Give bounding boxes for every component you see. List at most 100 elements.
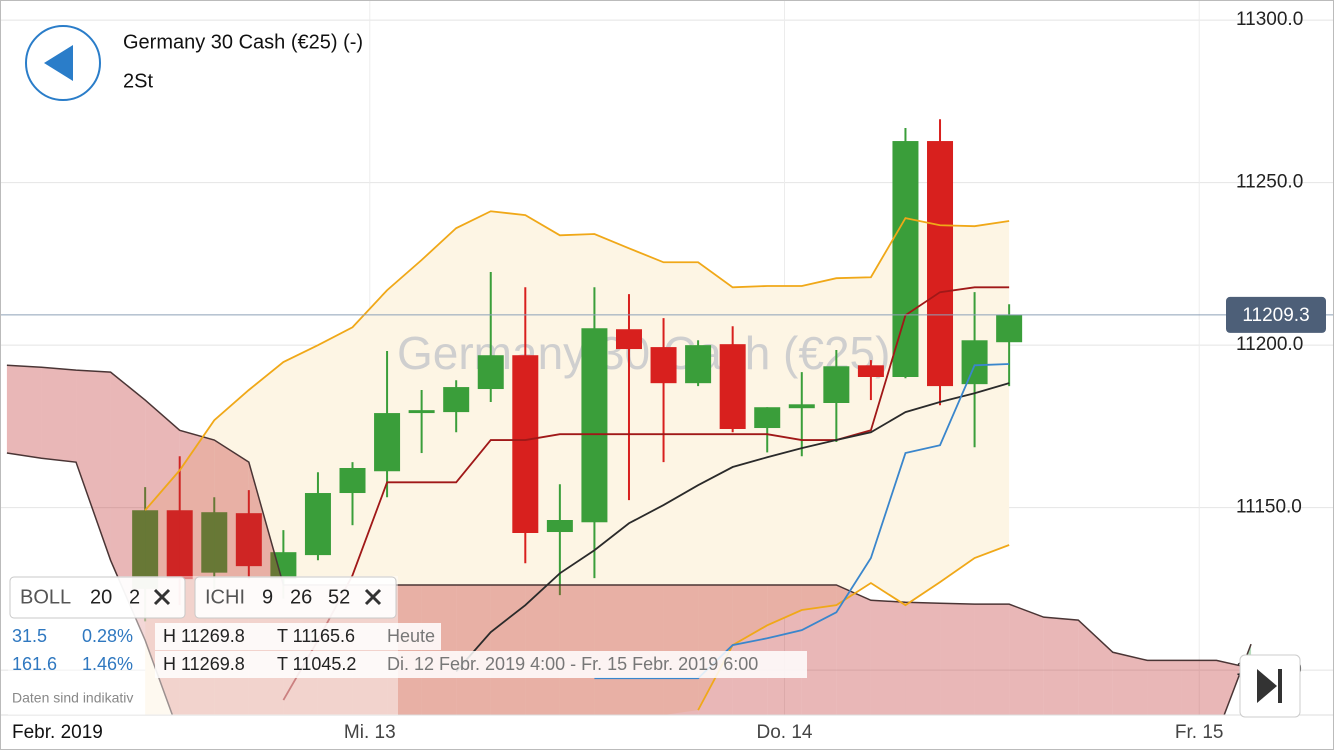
- cloud-edge: [6, 364, 1252, 669]
- candle-body: [546, 520, 573, 533]
- indicator-chip[interactable]: [9, 576, 186, 619]
- back-icon: [44, 45, 73, 81]
- indicator-line: [282, 286, 1010, 701]
- candle-body: [374, 413, 401, 472]
- cloud-fill: [663, 585, 699, 715]
- candle-body: [823, 366, 850, 403]
- cloud-fill: [698, 585, 733, 715]
- candle-body: [443, 387, 470, 413]
- candle-body: [512, 355, 539, 533]
- indicator-panel: BOLL 20 2 ICHI 9 26 52 31.5 0.28% H 1126…: [8, 576, 807, 715]
- cloud-fill: [456, 585, 491, 715]
- cloud-fill: [940, 603, 975, 715]
- indicator-line: [144, 210, 1010, 511]
- stats-row-background: [155, 623, 441, 650]
- change: 161.6: [12, 654, 57, 674]
- candle-layer: [132, 119, 1023, 622]
- x-tick-label: Fr. 15: [1175, 722, 1224, 743]
- indicator-name: BOLL: [20, 586, 71, 608]
- cloud-fill: [905, 602, 941, 715]
- cloud-fill: [1009, 604, 1044, 715]
- candle-body: [961, 340, 988, 385]
- cloud-fill: [1181, 660, 1217, 715]
- cloud-fill: [628, 585, 664, 715]
- disclaimer: Daten sind indikativ: [12, 690, 133, 706]
- x-tick-label: Do. 14: [757, 722, 813, 743]
- line-layer: [144, 210, 1010, 711]
- cloud-fill: [525, 585, 560, 715]
- indicator-param: 2: [129, 586, 140, 608]
- indicator-param: 20: [90, 586, 112, 608]
- period-high: H 11269.8: [163, 654, 245, 674]
- period: Heute: [387, 626, 435, 646]
- cloud-fill: [1147, 660, 1182, 715]
- cloud-fill: [41, 367, 77, 463]
- timeframe: 2St: [123, 70, 153, 92]
- candle-body: [892, 141, 919, 377]
- candle-body: [581, 328, 608, 523]
- candle-body: [996, 314, 1023, 343]
- x-tick-label: Mi. 13: [344, 722, 396, 743]
- cloud-fill: [110, 372, 146, 641]
- candle-body: [235, 513, 262, 567]
- jump-to-end[interactable]: [1239, 654, 1301, 718]
- y-tick-label: 11150.0: [1236, 497, 1302, 518]
- cloud-fill: [1216, 660, 1243, 715]
- instrument-title: Germany 30 Cash (€25) (-): [123, 31, 363, 53]
- candle-body: [615, 329, 642, 350]
- period-low: T 11165.6: [277, 626, 355, 646]
- candle-body: [650, 347, 677, 384]
- cloud-fill: [6, 365, 42, 459]
- jump-icon: [1257, 669, 1277, 703]
- cloud-fill: [594, 585, 629, 715]
- cloud-fill: [732, 585, 768, 715]
- y-tick-label: 11300.0: [1236, 9, 1303, 30]
- cloud-fill: [767, 585, 802, 715]
- cloud-fill: [559, 585, 595, 715]
- candle-body: [408, 410, 435, 414]
- candle-body: [339, 468, 366, 494]
- candle-body: [788, 404, 815, 409]
- remove-indicator[interactable]: [153, 588, 171, 606]
- candle-body: [132, 510, 159, 589]
- y-tick-label: 11250.0: [1236, 172, 1303, 193]
- indicator-name: ICHI: [205, 586, 245, 608]
- x-period-label: Febr. 2019: [12, 722, 103, 743]
- cloud-fill: [1078, 620, 1113, 715]
- change-percent: 0.28%: [82, 626, 133, 646]
- indicator-param: 26: [290, 586, 312, 608]
- y-tick-label: 11200.0: [1236, 334, 1303, 355]
- indicator-chip[interactable]: [194, 576, 397, 619]
- stats-row-background: [155, 651, 807, 678]
- cloud-fill: [974, 604, 1010, 715]
- indicator-param: 52: [328, 586, 350, 608]
- watermark: Germany 30 Cash (€25): [397, 327, 890, 379]
- last-price-label: 11209.3: [1242, 305, 1309, 326]
- candle-body: [927, 141, 954, 387]
- period: Di. 12 Febr. 2019 4:00 - Fr. 15 Febr. 20…: [387, 654, 758, 674]
- cloud-fill: [836, 585, 871, 715]
- candle-body: [477, 355, 504, 390]
- candle-body: [304, 493, 331, 556]
- x-axis-strip: [0, 715, 1334, 750]
- cloud-fill: [870, 600, 906, 715]
- candle-body: [201, 512, 228, 573]
- change-percent: 1.46%: [82, 654, 133, 674]
- indicator-param: 9: [262, 586, 273, 608]
- indicator-line: [455, 382, 1010, 673]
- remove-indicator[interactable]: [364, 588, 382, 606]
- period-low: T 11045.2: [277, 654, 356, 674]
- last-price-badge: [1226, 296, 1326, 333]
- candle-body: [685, 345, 712, 384]
- jump-icon-bar: [1278, 669, 1282, 703]
- cloud-fill: [1043, 617, 1079, 715]
- cloud-fill: [1112, 652, 1148, 715]
- indicator-line: [697, 544, 1010, 711]
- candle-body: [754, 407, 781, 429]
- candle-body: [719, 344, 746, 429]
- axis-layer: Febr. 2019 11100.011150.011200.011250.01…: [0, 9, 1334, 750]
- candle-body: [857, 365, 884, 377]
- candle-body: [166, 510, 193, 580]
